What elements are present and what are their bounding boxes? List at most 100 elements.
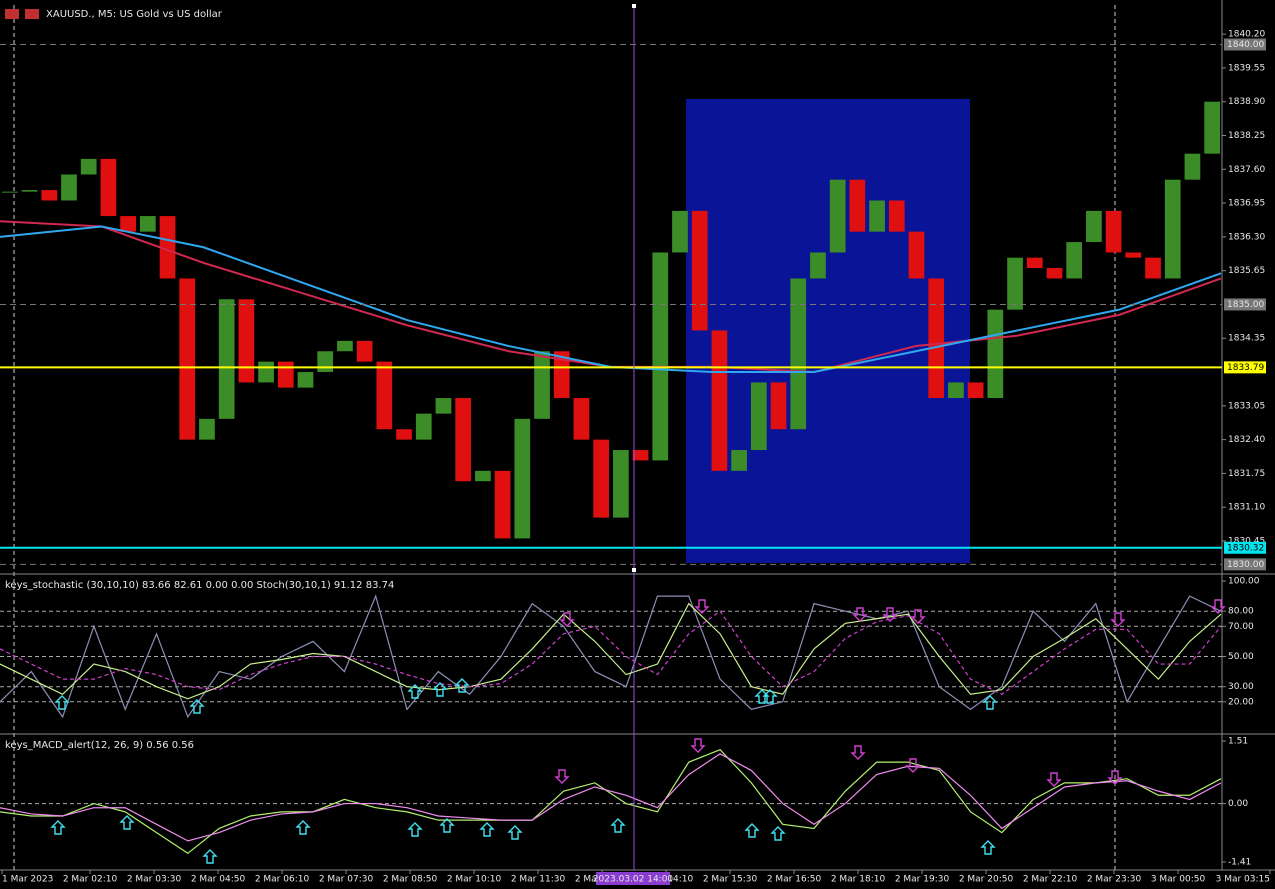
x-tick-label: 2 Mar 16:50 bbox=[767, 875, 822, 885]
candle bbox=[297, 372, 314, 388]
buy-arrow bbox=[50, 820, 66, 835]
candle bbox=[750, 382, 767, 451]
candle bbox=[553, 351, 570, 399]
indicator-line bbox=[0, 594, 1222, 719]
candle bbox=[415, 413, 432, 440]
candle bbox=[199, 418, 215, 440]
x-tick-label: 2 Mar 10:10 bbox=[447, 875, 502, 885]
sell-arrow bbox=[559, 612, 575, 627]
candle bbox=[139, 216, 156, 232]
sell-arrow bbox=[1107, 770, 1123, 785]
candle bbox=[770, 382, 787, 430]
x-tick-label: 2 Mar 07:30 bbox=[319, 875, 374, 885]
candle bbox=[376, 361, 393, 430]
sell-arrow bbox=[554, 769, 570, 784]
price-level-label: 1830.00 bbox=[1227, 560, 1264, 570]
candle bbox=[159, 216, 176, 279]
candle bbox=[829, 179, 846, 253]
y-tick-label: 1832.40 bbox=[1228, 435, 1265, 445]
buy-arrow bbox=[407, 684, 423, 699]
candle bbox=[1145, 257, 1161, 279]
candle bbox=[455, 398, 472, 482]
sell-arrow bbox=[882, 607, 898, 622]
candle bbox=[396, 429, 412, 440]
y-tick-label: 20.00 bbox=[1228, 697, 1254, 707]
candle bbox=[356, 340, 373, 362]
candle bbox=[967, 382, 984, 399]
candle bbox=[475, 470, 491, 482]
x-tick-label: 2 Mar 04:50 bbox=[191, 875, 246, 885]
y-tick-label: 50.00 bbox=[1228, 652, 1254, 662]
y-tick-label: 30.00 bbox=[1228, 682, 1254, 692]
buy-arrow bbox=[454, 678, 470, 693]
buy-arrow bbox=[432, 682, 448, 697]
x-tick-label: 2 Mar 19:30 bbox=[895, 875, 950, 885]
candle bbox=[1164, 179, 1181, 279]
candle bbox=[21, 190, 38, 192]
crosshair-box bbox=[596, 872, 670, 885]
y-tick-label: -1.41 bbox=[1228, 858, 1251, 868]
candle bbox=[258, 361, 274, 383]
y-tick-label: 1836.95 bbox=[1228, 199, 1265, 209]
candle bbox=[218, 299, 235, 419]
candle bbox=[1066, 242, 1083, 279]
price-level-box bbox=[1224, 558, 1266, 571]
candle bbox=[928, 278, 945, 399]
candle bbox=[652, 252, 669, 461]
candle bbox=[1184, 153, 1201, 180]
x-tick-label: 3 Mar 00:50 bbox=[1151, 875, 1206, 885]
icon bbox=[5, 9, 19, 19]
y-tick-label: 1.51 bbox=[1228, 737, 1248, 747]
buy-arrow bbox=[295, 820, 311, 835]
sell-arrow bbox=[1046, 772, 1062, 787]
buy-arrow bbox=[770, 826, 786, 841]
buy-arrow bbox=[407, 822, 423, 837]
candle bbox=[80, 158, 97, 175]
zone-rectangle bbox=[686, 99, 970, 563]
sell-arrow bbox=[852, 607, 868, 622]
x-tick-label: 1 Mar 2023 bbox=[2, 875, 53, 885]
candle bbox=[100, 158, 117, 217]
candle bbox=[731, 450, 747, 471]
candle bbox=[908, 231, 925, 279]
x-tick-label: 2 Mar 18:10 bbox=[831, 875, 886, 885]
x-tick-label: 2 Mar 11:30 bbox=[511, 875, 566, 885]
candle bbox=[573, 398, 590, 440]
candle bbox=[810, 252, 826, 279]
sell-arrow bbox=[850, 745, 866, 760]
y-tick-label: 1840.20 bbox=[1228, 30, 1265, 40]
candle bbox=[711, 330, 728, 471]
crosshair-label: 2023.03.02 14:00 bbox=[593, 875, 674, 885]
candle bbox=[1046, 268, 1063, 279]
candle bbox=[337, 340, 353, 352]
candle bbox=[1125, 252, 1142, 258]
y-tick-label: 1831.10 bbox=[1228, 503, 1265, 513]
price-level-label: 1835.00 bbox=[1227, 300, 1264, 310]
y-tick-label: 1834.35 bbox=[1228, 334, 1265, 344]
buy-arrow bbox=[202, 849, 218, 864]
y-tick-label: 1838.25 bbox=[1228, 131, 1265, 141]
x-tick-label: 2 Mar 08:50 bbox=[383, 875, 438, 885]
candle bbox=[120, 216, 136, 232]
sell-arrow bbox=[910, 609, 926, 624]
candle bbox=[1026, 257, 1043, 269]
x-tick-label: 2 Mar 03:30 bbox=[127, 875, 182, 885]
y-tick-label: 1838.90 bbox=[1228, 97, 1265, 107]
price-level-box bbox=[1224, 38, 1266, 51]
candle bbox=[514, 418, 531, 539]
sell-arrow bbox=[905, 758, 921, 773]
candle bbox=[790, 278, 807, 430]
level-label: 1830.32 bbox=[1227, 543, 1264, 553]
level-box bbox=[1224, 541, 1266, 554]
candle bbox=[1086, 210, 1102, 243]
buy-arrow bbox=[189, 699, 205, 714]
candle bbox=[849, 179, 866, 232]
x-tick-label: 2 Mar 06:10 bbox=[255, 875, 310, 885]
candle bbox=[534, 351, 550, 419]
y-tick-label: 0.00 bbox=[1228, 799, 1248, 809]
sell-arrow bbox=[690, 738, 706, 753]
y-tick-label: 1837.60 bbox=[1228, 165, 1265, 175]
y-tick-label: 1836.30 bbox=[1228, 232, 1265, 242]
buy-arrow bbox=[507, 825, 523, 840]
